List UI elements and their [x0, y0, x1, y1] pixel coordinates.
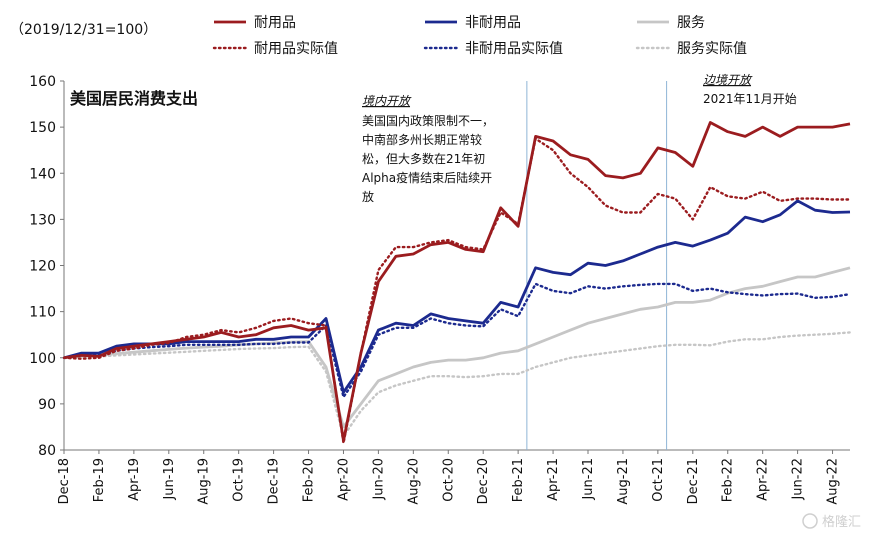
annotation-title: 境内开放	[362, 94, 412, 108]
x-tick-label: Apr-21	[546, 458, 561, 501]
annotation-line: 2021年11月开始	[703, 92, 797, 106]
series-line-3	[62, 137, 852, 445]
x-tick-label: Aug-22	[826, 458, 841, 505]
x-tick-label: Feb-21	[511, 458, 526, 502]
y-tick-label: 140	[29, 166, 56, 182]
legend-label: 耐用品	[254, 15, 296, 31]
y-tick-label: 100	[29, 351, 56, 367]
series-line-1	[63, 199, 851, 394]
x-tick-label: Dec-19	[267, 458, 282, 504]
annotation-line: 美国国内政策限制不一，	[362, 114, 494, 128]
legend-label: 服务实际值	[677, 41, 747, 57]
x-tick-label: Oct-19	[232, 458, 247, 502]
x-tick-label: Feb-22	[721, 458, 736, 502]
x-tick-label: Dec-21	[686, 458, 701, 504]
y-tick-label: 130	[29, 212, 56, 228]
watermark: 格隆汇	[802, 513, 861, 530]
y-tick-label: 150	[29, 120, 56, 136]
x-tick-label: Aug-20	[406, 458, 421, 505]
x-tick-label: Apr-22	[756, 458, 771, 501]
x-tick-label: Feb-20	[302, 458, 317, 502]
series-line-4	[62, 282, 852, 399]
x-tick-label: Feb-19	[92, 458, 107, 502]
x-tick-label: Apr-20	[336, 458, 351, 501]
x-tick-label: Aug-19	[197, 458, 212, 505]
y-tick-label: 160	[29, 74, 56, 90]
legend-label: 非耐用品实际值	[465, 41, 563, 57]
x-tick-label: Oct-20	[441, 458, 456, 502]
y-tick-label: 90	[38, 397, 56, 413]
legend-label: 非耐用品	[465, 15, 521, 31]
x-tick-label: Jun-20	[371, 458, 386, 501]
watermark-logo-icon	[802, 513, 818, 529]
x-tick-label: Dec-20	[476, 458, 491, 504]
annotation-line: 中南部多州长期正常较	[362, 132, 482, 147]
x-tick-label: Jun-21	[581, 458, 596, 501]
annotation-line: 放	[362, 189, 374, 204]
chart-title: 美国居民消费支出	[70, 89, 198, 108]
annotation-line: 松，但大多数在21年初	[362, 151, 485, 166]
y-tick-label: 80	[38, 443, 56, 459]
watermark-text: 格隆汇	[822, 514, 861, 530]
series-line-2	[63, 266, 851, 429]
legend-label: 耐用品实际值	[254, 41, 338, 57]
x-tick-label: Dec-18	[57, 458, 72, 504]
annotation-title: 边境开放	[703, 73, 753, 87]
plot-area: 80 90 100 110 120 130 140 150 160 Dec-18 Feb-19 Apr…	[29, 74, 852, 505]
x-tick-label: Apr-19	[127, 458, 142, 501]
x-tick-label: Oct-21	[651, 458, 666, 502]
series-line-5	[62, 331, 852, 438]
x-tick-label: Aug-21	[616, 458, 631, 505]
legend-label: 服务	[677, 15, 705, 31]
series-line-0	[63, 121, 851, 443]
x-tick-label: Jun-19	[162, 458, 177, 501]
y-tick-label: 110	[29, 305, 56, 321]
x-tick-label: Jun-22	[791, 458, 806, 501]
y-tick-label: 120	[29, 259, 56, 275]
annotation-line: Alpha疫情结束后陆续开	[362, 170, 492, 185]
base-note: （2019/12/31=100）	[10, 22, 157, 38]
